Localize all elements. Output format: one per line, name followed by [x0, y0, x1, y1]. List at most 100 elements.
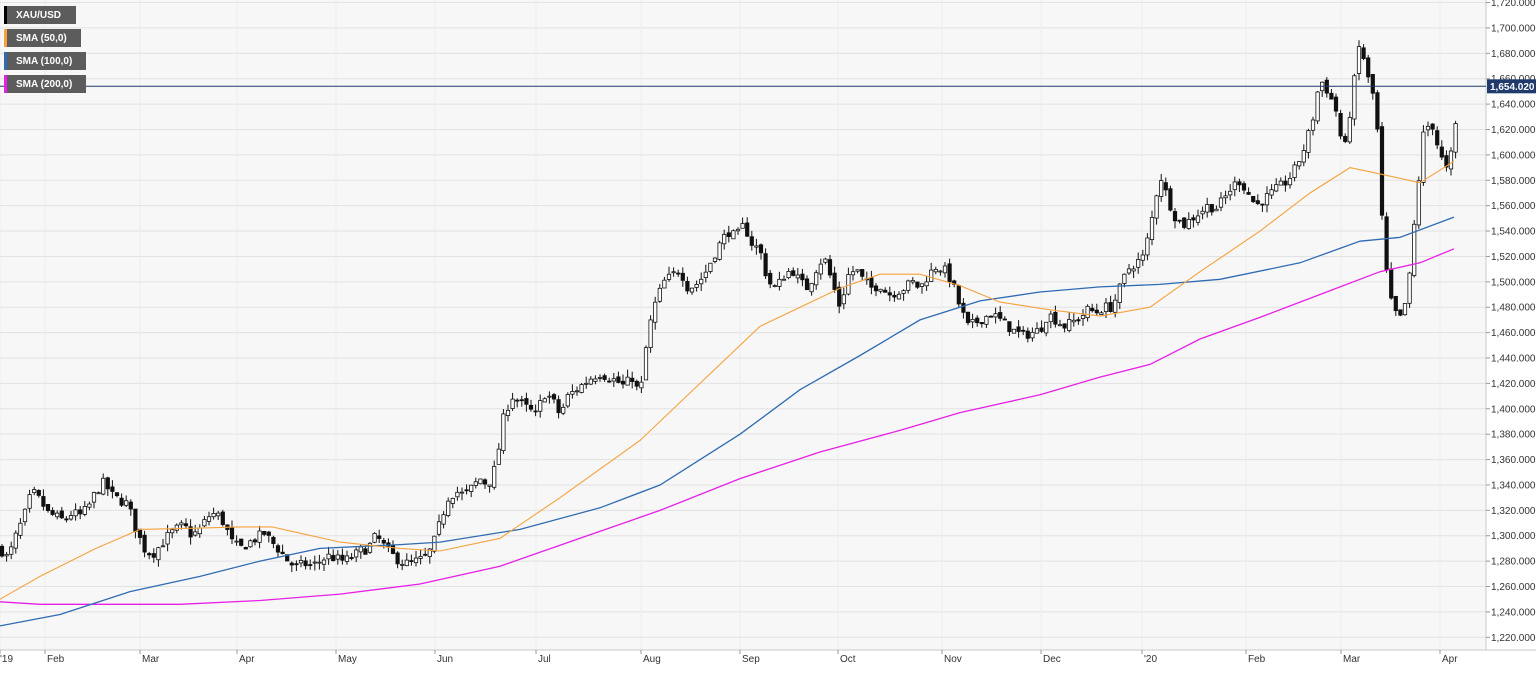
candle-body: [1356, 46, 1362, 74]
x-tick-label: Jun: [437, 654, 453, 665]
candle-body: [979, 321, 984, 325]
candle-body: [1278, 180, 1283, 186]
candle-body: [722, 234, 727, 245]
candle-body: [335, 554, 340, 560]
candle-body: [717, 242, 722, 260]
candle-body: [1379, 126, 1385, 216]
candle-body: [639, 381, 644, 389]
x-tick-label: Feb: [1248, 654, 1266, 665]
candle-body: [1430, 123, 1435, 130]
candle-body: [515, 399, 520, 402]
candle-body: [358, 546, 363, 553]
legend-symbol[interactable]: XAU/USD: [4, 6, 76, 24]
candle-body: [501, 413, 506, 452]
candle-body: [4, 554, 9, 557]
candle-body: [1306, 130, 1311, 153]
candle-body: [1057, 324, 1063, 327]
candle-body: [1113, 299, 1118, 313]
candle-body: [436, 521, 442, 535]
candle-body: [1103, 302, 1109, 313]
last-price-line: 1,654.020: [0, 79, 1536, 94]
x-tick-label: Apr: [1442, 654, 1458, 665]
candle-body: [988, 315, 994, 318]
candle-body: [1274, 184, 1279, 192]
candle-body: [275, 545, 281, 553]
candle-body: [689, 287, 695, 293]
candle-body: [809, 283, 814, 293]
candle-body: [64, 518, 69, 521]
candle-body: [229, 527, 235, 540]
y-tick-label: 1,260.0000: [1491, 582, 1536, 593]
candle-body: [1048, 313, 1053, 323]
candle-body: [887, 292, 892, 296]
candle-body: [565, 394, 570, 407]
candle-body: [78, 509, 83, 515]
candle-body: [763, 253, 768, 277]
candle-body: [432, 535, 437, 552]
candle-body: [55, 512, 60, 518]
candle-body: [32, 489, 37, 493]
candle-body: [533, 410, 538, 413]
candle-body: [556, 399, 561, 414]
candlestick-series[interactable]: [0, 40, 1458, 573]
candle-body: [1067, 319, 1072, 331]
legend-sma-200[interactable]: SMA (200,0): [4, 75, 86, 93]
x-tick-label: Jul: [538, 654, 551, 665]
candle-body: [243, 546, 248, 550]
candle-body: [478, 478, 483, 485]
candle-body: [1292, 164, 1297, 178]
candle-body: [1080, 314, 1086, 319]
y-tick-label: 1,560.0000: [1491, 201, 1536, 212]
candle-body: [634, 380, 639, 387]
candle-body: [1131, 268, 1136, 272]
legend-sma-50[interactable]: SMA (50,0): [4, 29, 81, 47]
y-tick-label: 1,240.0000: [1491, 607, 1536, 618]
candle-body: [597, 376, 603, 379]
candle-body: [234, 540, 239, 543]
candle-body: [510, 398, 515, 409]
candle-body: [404, 559, 409, 567]
candle-body: [1416, 180, 1421, 226]
candle-body: [1329, 92, 1334, 100]
candle-body: [993, 313, 998, 318]
candle-body: [312, 561, 317, 564]
candle-body: [699, 278, 704, 285]
x-tick-label: May: [338, 654, 357, 665]
candle-body: [827, 259, 833, 276]
candle-body: [1315, 91, 1320, 122]
candle-body: [0, 545, 5, 557]
candle-body: [340, 554, 345, 561]
candle-body: [303, 560, 308, 567]
candle-body: [561, 406, 566, 414]
candle-body: [1375, 92, 1380, 130]
candle-body: [1338, 113, 1343, 137]
candle-body: [41, 496, 46, 507]
candle-body: [1016, 326, 1021, 332]
candle-body: [1255, 200, 1260, 204]
sma-50-line: [0, 160, 1455, 600]
x-tick-label: Sep: [742, 654, 760, 665]
candle-body: [1168, 188, 1173, 211]
y-tick-label: 1,600.0000: [1491, 150, 1536, 161]
candle-body: [133, 508, 138, 532]
candle-body: [588, 378, 593, 385]
y-tick-label: 1,420.0000: [1491, 379, 1536, 390]
candle-body: [832, 272, 837, 290]
candle-body: [280, 551, 285, 555]
candle-body: [984, 315, 989, 325]
candle-body: [105, 477, 110, 490]
candle-body: [50, 510, 55, 515]
candle-body: [1071, 319, 1076, 323]
x-tick-label: Feb: [47, 654, 65, 665]
y-tick-label: 1,380.0000: [1491, 430, 1536, 441]
grid: [0, 0, 1486, 650]
candle-body: [101, 477, 106, 495]
legend-sma-100[interactable]: SMA (100,0): [4, 52, 86, 70]
candle-body: [91, 492, 97, 503]
candle-body: [179, 522, 184, 526]
candle-body: [570, 391, 575, 395]
candle-body: [519, 399, 524, 402]
candle-body: [768, 272, 773, 285]
